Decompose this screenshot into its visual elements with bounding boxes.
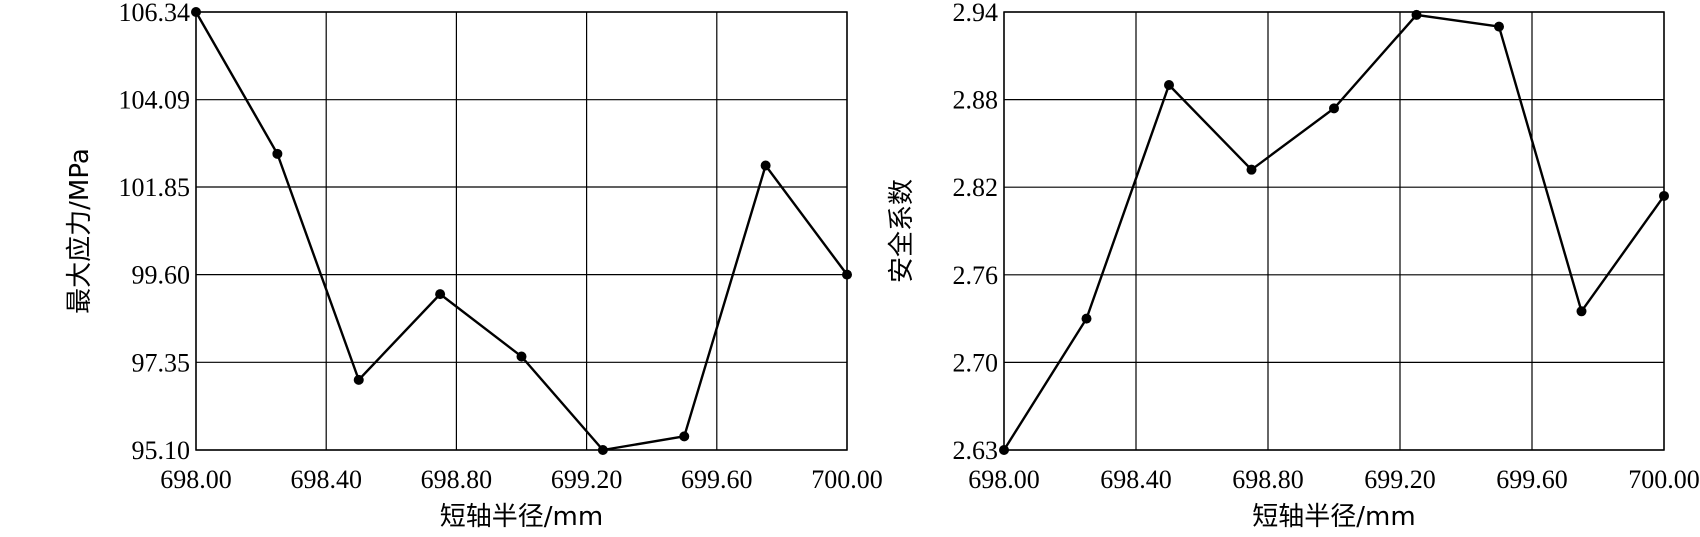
data-point [760, 160, 771, 171]
y-tick-label: 2.94 [953, 0, 999, 27]
y-tick-label: 99.60 [132, 261, 191, 290]
safety-factor-chart: 698.00 698.40 698.80 699.20 699.60 700.00 2.63… [887, 0, 1700, 532]
x-tick-label: 699.20 [1364, 465, 1436, 494]
data-point [1494, 21, 1504, 32]
plot-frame [1003, 11, 1665, 451]
x-tick-label: 699.20 [551, 465, 623, 494]
y-tick-label: 2.88 [953, 86, 999, 115]
data-point [842, 269, 852, 280]
x-axis-title: 短轴半径/mm [1252, 502, 1415, 532]
y-tick-label: 106.34 [119, 0, 191, 27]
data-point [1659, 190, 1669, 201]
y-tick-label: 2.82 [953, 173, 999, 202]
data-point [597, 445, 608, 455]
series-line [194, 11, 848, 452]
y-tick-label: 2.76 [953, 261, 999, 290]
y-tick-label: 2.70 [953, 348, 999, 377]
x-tick-label: 699.60 [681, 465, 753, 494]
x-tick-label: 698.00 [160, 465, 232, 494]
data-point [272, 148, 283, 159]
x-tick-label: 698.40 [1100, 465, 1172, 494]
y-axis-title: 安全系数 [887, 179, 917, 283]
data-point [999, 445, 1009, 455]
x-axis-title: 短轴半径/mm [440, 502, 603, 532]
data-point [1164, 80, 1174, 90]
data-point [1329, 103, 1339, 114]
data-point [435, 289, 446, 300]
data-point [1576, 306, 1587, 317]
y-tick-label: 97.35 [132, 348, 191, 377]
x-tick-label: 699.60 [1496, 465, 1568, 494]
data-point [1246, 164, 1257, 175]
data-point [516, 351, 527, 362]
data-point [679, 431, 690, 442]
data-point [353, 374, 364, 385]
y-tick-label: 2.63 [953, 436, 999, 465]
x-tick-label: 698.00 [968, 465, 1040, 494]
data-point [191, 7, 201, 17]
y-tick-label: 101.85 [119, 173, 191, 202]
x-tick-label: 700.00 [811, 465, 883, 494]
y-tick-label: 104.09 [119, 86, 191, 115]
plot-frame [195, 11, 848, 451]
x-tick-label: 698.40 [290, 465, 362, 494]
x-tick-label: 698.80 [1232, 465, 1304, 494]
stress-chart: 698.00 698.40 698.80 699.20 699.60 700.00 95.1… [65, 0, 883, 532]
data-point [1411, 9, 1422, 20]
x-tick-label: 700.00 [1628, 465, 1700, 494]
y-tick-label: 95.10 [132, 436, 191, 465]
data-point [1081, 313, 1092, 324]
y-axis-title: 最大应力/MPa [65, 148, 95, 314]
x-tick-label: 698.80 [421, 465, 493, 494]
series-line [1002, 13, 1665, 451]
